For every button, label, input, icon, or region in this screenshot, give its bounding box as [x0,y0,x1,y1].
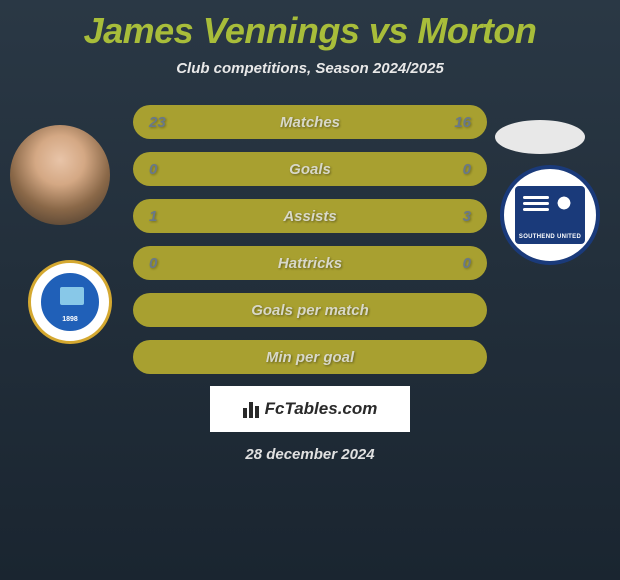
page-title: James Vennings vs Morton [0,0,620,52]
stat-row-goals: 0 Goals 0 [133,152,487,186]
stats-area: 23 Matches 16 0 Goals 0 1 Assists 3 0 Ha… [133,105,487,374]
stat-left-value: 1 [149,208,179,225]
stat-left-value: 0 [149,161,179,178]
club-badge-right-name: SOUTHEND UNITED [519,234,581,240]
player-avatar-right [495,120,585,154]
club-badge-left-year: 1898 [62,316,78,323]
stat-left-value: 23 [149,114,179,131]
club-badge-left-inner: 1898 [39,271,101,333]
stat-label: Goals per match [251,302,369,319]
stat-row-hattricks: 0 Hattricks 0 [133,246,487,280]
bar-chart-icon [243,400,259,418]
fctables-watermark: FcTables.com [210,386,410,432]
stat-row-matches: 23 Matches 16 [133,105,487,139]
date-label: 28 december 2024 [0,446,620,463]
club-badge-left: 1898 [28,260,112,344]
fctables-label: FcTables.com [265,399,378,419]
stat-row-assists: 1 Assists 3 [133,199,487,233]
stat-row-goalspermatch: Goals per match [133,293,487,327]
stat-left-value: 0 [149,255,179,272]
stat-right-value: 0 [441,255,471,272]
stat-right-value: 0 [441,161,471,178]
stat-row-minpergoal: Min per goal [133,340,487,374]
stat-label: Hattricks [278,255,342,272]
stat-label: Goals [289,161,331,178]
stat-label: Min per goal [266,349,354,366]
stat-label: Assists [283,208,336,225]
stat-right-value: 16 [441,114,471,131]
stat-right-value: 3 [441,208,471,225]
club-badge-right-inner: SOUTHEND UNITED [515,186,585,244]
page-subtitle: Club competitions, Season 2024/2025 [0,60,620,77]
player-avatar-left [10,125,110,225]
stat-label: Matches [280,114,340,131]
club-badge-right: SOUTHEND UNITED [500,165,600,265]
